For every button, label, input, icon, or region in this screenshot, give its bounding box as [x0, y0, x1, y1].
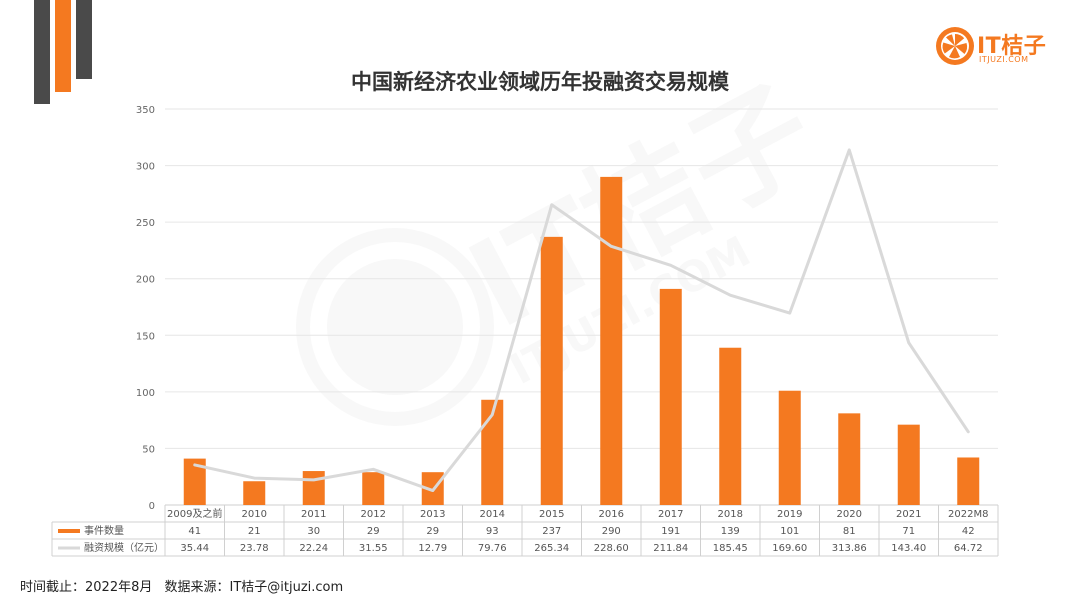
x-tick-label: 2013 — [420, 509, 445, 520]
logo-text: IT桔子 — [977, 34, 1047, 59]
bar-value-label: 191 — [661, 526, 680, 537]
watermark-ring — [296, 228, 494, 426]
line-value-label: 64.72 — [954, 543, 983, 554]
x-tick-label: 2011 — [301, 509, 326, 520]
y-tick-label: 100 — [136, 388, 155, 399]
bar — [600, 176, 623, 505]
bar-value-label: 71 — [902, 526, 915, 537]
bar-value-label: 81 — [843, 526, 856, 537]
line-value-label: 12.79 — [418, 543, 447, 554]
decor-bar-dark-right — [76, 0, 92, 79]
decor-bar-orange — [55, 0, 71, 92]
bar-value-label: 41 — [188, 526, 201, 537]
bar-value-label: 290 — [602, 526, 621, 537]
line-value-label: 143.40 — [891, 543, 926, 554]
bar — [243, 481, 266, 505]
line-value-label: 169.60 — [772, 543, 807, 554]
bar — [302, 471, 325, 505]
bar-value-label: 237 — [542, 526, 561, 537]
line-value-label: 313.86 — [832, 543, 867, 554]
bar-value-label: 29 — [426, 526, 439, 537]
footer: 时间截止：2022年8月 数据来源：IT桔子@itjuzi.com — [20, 576, 351, 595]
line-value-label: 23.78 — [240, 543, 269, 554]
line-series — [193, 148, 970, 493]
bar — [838, 413, 861, 505]
logo-subtext: ITJUZI.COM — [979, 55, 1029, 64]
decor-bar-dark-left — [34, 0, 50, 104]
bar-value-label: 29 — [367, 526, 380, 537]
line-value-label: 185.45 — [713, 543, 748, 554]
bar — [719, 347, 742, 505]
bar — [481, 399, 504, 505]
bar — [540, 236, 563, 505]
y-tick-label: 0 — [149, 501, 155, 512]
line-value-label: 211.84 — [653, 543, 688, 554]
bar-value-label: 101 — [780, 526, 799, 537]
bar — [659, 288, 682, 505]
x-tick-label: 2018 — [718, 509, 743, 520]
x-tick-label: 2016 — [599, 509, 624, 520]
bar-value-label: 21 — [248, 526, 261, 537]
footer-time: 时间截止：2022年8月 — [20, 580, 153, 595]
line-value-label: 31.55 — [359, 543, 388, 554]
x-tick-label: 2015 — [539, 509, 564, 520]
watermark-core — [327, 259, 463, 395]
footer-source: 数据来源：IT桔子@itjuzi.com — [164, 580, 344, 595]
legend-label-bars: 事件数量 — [84, 524, 124, 537]
chart-title: 中国新经济农业领域历年投融资交易规模 — [351, 70, 729, 94]
x-tick-label: 2020 — [837, 509, 862, 520]
x-tick-label: 2019 — [777, 509, 802, 520]
x-tick-label: 2010 — [242, 509, 267, 520]
bar-value-label: 30 — [307, 526, 320, 537]
bar — [957, 457, 980, 505]
y-tick-label: 300 — [136, 162, 155, 173]
y-tick-label: 250 — [136, 218, 155, 229]
x-tick-label: 2009及之前 — [167, 507, 222, 520]
x-tick-label: 2021 — [896, 509, 921, 520]
x-tick-label: 2017 — [658, 509, 683, 520]
bar — [778, 390, 801, 505]
y-tick-label: 350 — [136, 105, 155, 116]
y-tick-label: 200 — [136, 275, 155, 286]
line-value-label: 228.60 — [594, 543, 629, 554]
bar — [183, 458, 206, 505]
line-value-label: 22.24 — [299, 543, 328, 554]
line-value-label: 265.34 — [534, 543, 569, 554]
bar — [897, 424, 920, 505]
bar-value-label: 139 — [721, 526, 740, 537]
legend-label-line: 融资规模（亿元） — [84, 541, 164, 554]
orange-slice-icon — [936, 27, 974, 65]
y-tick-label: 150 — [136, 331, 155, 342]
legend-key-bars — [58, 529, 80, 533]
itjuzi-logo: IT桔子 ITJUZI.COM — [935, 26, 1055, 70]
x-tick-label: 2012 — [361, 509, 386, 520]
line-value-label: 79.76 — [478, 543, 507, 554]
bar — [362, 472, 385, 505]
bar-value-label: 93 — [486, 526, 499, 537]
line-value-label: 35.44 — [180, 543, 209, 554]
y-tick-label: 50 — [142, 444, 155, 455]
x-tick-label: 2014 — [480, 509, 505, 520]
bar-value-label: 42 — [962, 526, 975, 537]
x-tick-label: 2022M8 — [948, 509, 988, 520]
